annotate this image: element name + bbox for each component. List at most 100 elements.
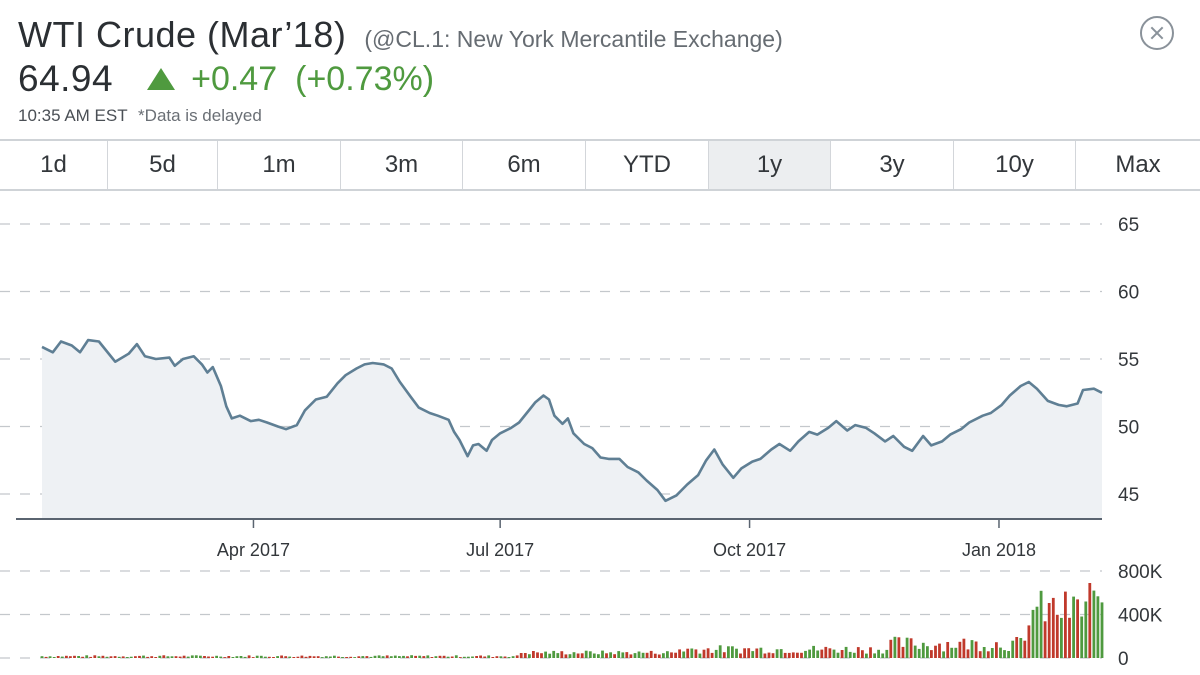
volume-bar xyxy=(109,656,113,658)
tab-1m[interactable]: 1m xyxy=(218,141,341,189)
volume-bar xyxy=(601,650,604,658)
volume-bar xyxy=(235,656,239,658)
volume-bar xyxy=(751,651,755,658)
volume-bar xyxy=(722,652,726,658)
volume-bar xyxy=(653,653,657,658)
volume-bar xyxy=(190,655,194,658)
volume-bar xyxy=(89,656,93,658)
up-triangle-icon xyxy=(147,68,176,90)
volume-bar xyxy=(146,656,149,658)
quote-time: 10:35 AM EST xyxy=(18,106,128,125)
title-row: WTI Crude (Mar’18) (@CL.1: New York Merc… xyxy=(18,14,1200,56)
volume-bar xyxy=(982,647,986,658)
volume-bar xyxy=(905,637,909,658)
volume-bar xyxy=(560,651,564,658)
range-tabs: 1d 5d 1m 3m 6m YTD 1y 3y 10y Max xyxy=(0,139,1200,191)
volume-bar xyxy=(800,652,803,658)
volume-bar xyxy=(1019,638,1023,658)
y-tick-label: 60 xyxy=(1118,283,1139,304)
volume-bar xyxy=(710,652,714,658)
tab-1y[interactable]: 1y xyxy=(709,141,831,189)
volume-bar xyxy=(304,656,308,658)
volume-bar xyxy=(495,656,499,658)
volume-bar xyxy=(1072,596,1075,658)
x-tick-label: Jan 2018 xyxy=(962,540,1036,560)
tab-5d[interactable]: 5d xyxy=(108,141,218,189)
volume-bar xyxy=(755,648,759,658)
volume-bar xyxy=(186,656,190,658)
tab-ytd[interactable]: YTD xyxy=(586,141,709,189)
volume-bar xyxy=(995,642,998,658)
x-tick-label: Oct 2017 xyxy=(713,540,786,560)
volume-bar xyxy=(324,656,328,658)
volume-bar xyxy=(251,657,255,658)
price-chart[interactable]: 45 50 55 60 65 Apr 2017 Jul 2017 Oct 2017 Jan 20… xyxy=(0,193,1200,675)
volume-bar xyxy=(544,651,547,658)
volume-bar xyxy=(808,649,811,658)
volume-tick-label: 800K xyxy=(1118,562,1163,583)
close-icon[interactable] xyxy=(1140,16,1174,50)
volume-bar xyxy=(381,656,385,658)
volume-bar xyxy=(767,652,771,658)
volume-bar xyxy=(787,652,791,658)
volume-bar xyxy=(296,656,300,658)
volume-bar xyxy=(861,650,864,658)
volume-tick-label: 400K xyxy=(1118,606,1163,627)
volume-bar xyxy=(406,656,409,658)
last-price: 64.94 xyxy=(18,58,114,99)
tab-3y[interactable]: 3y xyxy=(831,141,954,189)
volume-bar xyxy=(463,656,466,658)
volume-bar xyxy=(479,655,482,658)
volume-bar xyxy=(247,655,251,658)
volume-bar xyxy=(219,656,223,658)
volume-bar xyxy=(1080,616,1084,658)
volume-bar xyxy=(796,652,799,658)
volume-bar xyxy=(284,656,288,658)
volume-bar xyxy=(779,649,783,658)
tab-label: 10y xyxy=(995,151,1034,178)
tab-label: 6m xyxy=(507,151,541,178)
volume-bar xyxy=(1100,602,1104,658)
volume-bar xyxy=(731,646,734,658)
volume-bar xyxy=(714,649,718,658)
volume-bar xyxy=(231,657,235,658)
tab-max[interactable]: Max xyxy=(1076,141,1200,189)
volume-bar xyxy=(897,637,901,658)
volume-bar xyxy=(869,647,872,658)
volume-bar xyxy=(333,655,336,658)
volume-bar xyxy=(150,656,154,658)
volume-bar xyxy=(670,652,673,658)
volume-bar xyxy=(174,656,178,658)
volume-bar xyxy=(844,646,848,658)
volume-bar xyxy=(662,653,665,658)
volume-bar xyxy=(519,653,523,658)
tab-10y[interactable]: 10y xyxy=(954,141,1076,189)
tab-3m[interactable]: 3m xyxy=(341,141,463,189)
volume-bar xyxy=(93,655,97,658)
volume-bar xyxy=(125,657,129,658)
volume-bar xyxy=(536,652,539,658)
volume-bar xyxy=(1060,617,1063,658)
tab-label: 3m xyxy=(384,151,419,178)
tab-1d[interactable]: 1d xyxy=(0,141,108,189)
quote-header: WTI Crude (Mar’18) (@CL.1: New York Merc… xyxy=(18,14,1200,126)
volume-bar xyxy=(698,653,702,658)
volume-bar xyxy=(942,651,945,658)
volume-bar xyxy=(739,653,742,658)
volume-bar xyxy=(182,655,186,658)
volume-bar xyxy=(162,655,166,658)
volume-bar xyxy=(272,657,275,658)
volume-bar xyxy=(1003,650,1006,658)
volume-bar xyxy=(329,656,332,658)
volume-bar xyxy=(507,657,511,658)
volume-bar xyxy=(759,647,763,658)
volume-bar xyxy=(418,655,422,658)
volume-bar xyxy=(499,656,503,658)
volume-bar xyxy=(393,655,397,658)
volume-tick-label: 0 xyxy=(1118,649,1129,670)
volume-bar xyxy=(990,648,994,658)
tab-6m[interactable]: 6m xyxy=(463,141,586,189)
volume-bar xyxy=(1068,617,1071,658)
volume-bar xyxy=(548,653,552,658)
y-tick-label: 50 xyxy=(1118,418,1139,439)
